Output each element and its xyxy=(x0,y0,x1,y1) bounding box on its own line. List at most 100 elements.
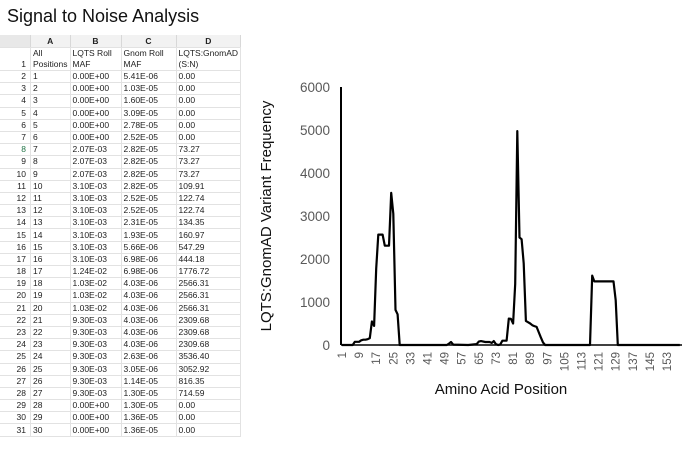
table-cell[interactable]: 109.91 xyxy=(176,180,242,193)
row-header[interactable]: 10 xyxy=(0,168,31,181)
table-cell[interactable]: 9.30E-03 xyxy=(70,326,122,340)
table-cell[interactable]: 1.14E-05 xyxy=(121,375,177,388)
table-cell[interactable]: 3.10E-03 xyxy=(70,192,122,206)
table-cell[interactable]: 1.30E-05 xyxy=(121,399,177,413)
table-cell[interactable]: 2.78E-05 xyxy=(121,119,177,132)
column-header-c[interactable]: C xyxy=(121,35,177,48)
table-cell[interactable]: 714.59 xyxy=(176,387,242,401)
table-cell[interactable]: 5.41E-06 xyxy=(121,70,177,84)
table-cell[interactable]: 0.00 xyxy=(176,411,242,425)
table-cell[interactable]: 0.00 xyxy=(176,94,242,108)
table-cell[interactable]: 4.03E-06 xyxy=(121,277,177,291)
column-header-a[interactable]: A xyxy=(30,35,71,48)
table-cell[interactable]: 3052.92 xyxy=(176,363,242,376)
row-header[interactable]: 3 xyxy=(0,82,31,96)
table-cell[interactable]: 816.35 xyxy=(176,375,242,388)
table-cell[interactable]: 1.03E-02 xyxy=(70,277,122,291)
table-cell[interactable]: 1.93E-05 xyxy=(121,228,177,242)
table-cell[interactable]: 2566.31 xyxy=(176,277,242,291)
row-header[interactable]: 7 xyxy=(0,131,31,145)
table-cell[interactable]: 20 xyxy=(30,302,71,315)
table-cell[interactable]: 2566.31 xyxy=(176,289,242,303)
column-header-b[interactable]: B xyxy=(70,35,122,48)
table-cell[interactable]: 5.66E-06 xyxy=(121,241,177,254)
table-cell[interactable]: 0.00E+00 xyxy=(70,131,122,145)
row-header[interactable]: 14 xyxy=(0,216,31,230)
row-header[interactable]: 19 xyxy=(0,277,31,291)
row-header[interactable]: 17 xyxy=(0,253,31,267)
table-cell[interactable]: 73.27 xyxy=(176,143,242,157)
table-cell[interactable]: 1 xyxy=(30,70,71,84)
table-cell[interactable]: 2.82E-05 xyxy=(121,143,177,157)
table-cell[interactable]: 1.36E-05 xyxy=(121,423,177,437)
table-cell[interactable]: 2 xyxy=(30,82,71,96)
table-cell[interactable]: 2.07E-03 xyxy=(70,168,122,181)
row-header[interactable]: 25 xyxy=(0,350,31,364)
table-cell[interactable]: 3 xyxy=(30,94,71,108)
row-header[interactable]: 28 xyxy=(0,387,31,401)
table-cell[interactable]: 12 xyxy=(30,204,71,218)
table-cell[interactable]: 3.10E-03 xyxy=(70,204,122,218)
table-cell[interactable]: 0.00E+00 xyxy=(70,411,122,425)
table-cell[interactable]: 3.10E-03 xyxy=(70,180,122,193)
table-cell[interactable]: 23 xyxy=(30,338,71,352)
row-header[interactable]: 15 xyxy=(0,228,31,242)
row-header[interactable]: 1 xyxy=(0,47,31,71)
table-cell[interactable]: 6.98E-06 xyxy=(121,253,177,267)
row-header[interactable]: 8 xyxy=(0,143,31,157)
row-header[interactable]: 4 xyxy=(0,94,31,108)
table-cell[interactable]: 10 xyxy=(30,180,71,193)
row-header[interactable]: 30 xyxy=(0,411,31,425)
header-cell[interactable]: LQTS:GnomAD (S:N) xyxy=(176,47,242,71)
select-all-corner[interactable] xyxy=(0,35,31,48)
row-header[interactable]: 22 xyxy=(0,314,31,327)
table-cell[interactable]: 30 xyxy=(30,423,71,437)
row-header[interactable]: 13 xyxy=(0,204,31,218)
table-cell[interactable]: 9 xyxy=(30,168,71,181)
row-header[interactable]: 31 xyxy=(0,423,31,437)
table-cell[interactable]: 14 xyxy=(30,228,71,242)
table-cell[interactable]: 27 xyxy=(30,387,71,401)
table-cell[interactable]: 2.07E-03 xyxy=(70,143,122,157)
table-cell[interactable]: 444.18 xyxy=(176,253,242,267)
row-header[interactable]: 24 xyxy=(0,338,31,352)
table-cell[interactable]: 0.00E+00 xyxy=(70,82,122,96)
table-cell[interactable]: 9.30E-03 xyxy=(70,350,122,364)
row-header[interactable]: 27 xyxy=(0,375,31,388)
table-cell[interactable]: 18 xyxy=(30,277,71,291)
table-cell[interactable]: 9.30E-03 xyxy=(70,314,122,327)
table-cell[interactable]: 4.03E-06 xyxy=(121,338,177,352)
table-cell[interactable]: 15 xyxy=(30,241,71,254)
table-cell[interactable]: 2309.68 xyxy=(176,326,242,340)
table-cell[interactable]: 1.03E-02 xyxy=(70,289,122,303)
table-cell[interactable]: 1776.72 xyxy=(176,265,242,279)
table-cell[interactable]: 0.00E+00 xyxy=(70,70,122,84)
table-cell[interactable]: 0.00E+00 xyxy=(70,423,122,437)
table-cell[interactable]: 26 xyxy=(30,375,71,388)
table-cell[interactable]: 5 xyxy=(30,119,71,132)
table-cell[interactable]: 0.00 xyxy=(176,119,242,132)
table-cell[interactable]: 4.03E-06 xyxy=(121,289,177,303)
table-cell[interactable]: 2.52E-05 xyxy=(121,204,177,218)
table-cell[interactable]: 0.00 xyxy=(176,131,242,145)
table-cell[interactable]: 2.07E-03 xyxy=(70,155,122,169)
table-cell[interactable]: 2.63E-06 xyxy=(121,350,177,364)
table-cell[interactable]: 9.30E-03 xyxy=(70,363,122,376)
table-cell[interactable]: 9.30E-03 xyxy=(70,338,122,352)
table-cell[interactable]: 3536.40 xyxy=(176,350,242,364)
row-header[interactable]: 23 xyxy=(0,326,31,340)
table-cell[interactable]: 73.27 xyxy=(176,155,242,169)
table-cell[interactable]: 8 xyxy=(30,155,71,169)
table-cell[interactable]: 4.03E-06 xyxy=(121,302,177,315)
table-cell[interactable]: 3.09E-05 xyxy=(121,107,177,120)
row-header[interactable]: 16 xyxy=(0,241,31,254)
table-cell[interactable]: 29 xyxy=(30,411,71,425)
table-cell[interactable]: 134.35 xyxy=(176,216,242,230)
table-cell[interactable]: 0.00E+00 xyxy=(70,399,122,413)
header-cell[interactable]: All Positions xyxy=(30,47,71,71)
table-cell[interactable]: 1.24E-02 xyxy=(70,265,122,279)
row-header[interactable]: 6 xyxy=(0,119,31,132)
table-cell[interactable]: 9.30E-03 xyxy=(70,375,122,388)
table-cell[interactable]: 2.52E-05 xyxy=(121,192,177,206)
table-cell[interactable]: 13 xyxy=(30,216,71,230)
